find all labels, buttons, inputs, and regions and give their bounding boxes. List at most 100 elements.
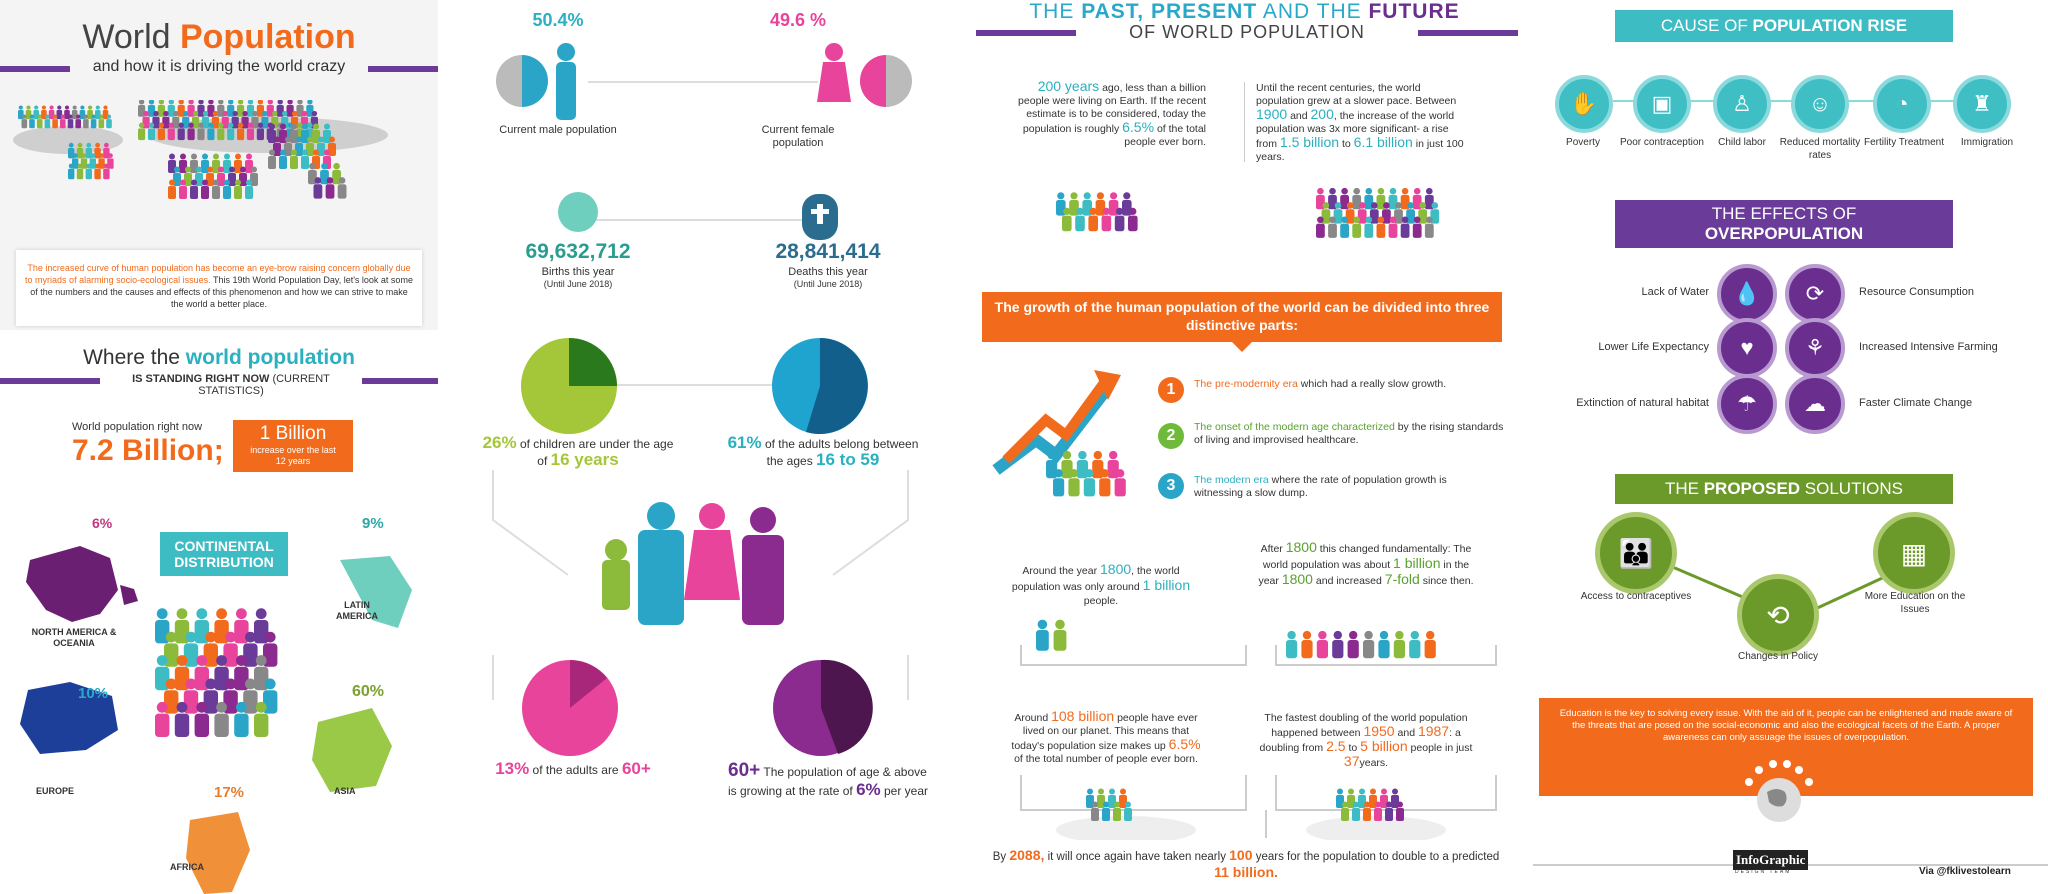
person-figure [306,105,314,117]
person-head [86,142,92,148]
person-figure [190,186,198,199]
person-figure [207,105,215,117]
person-head [1329,187,1336,195]
person-figure [231,116,239,129]
person-figure [75,119,81,129]
person-head [255,608,267,620]
person-figure [174,620,190,644]
person-head [176,701,188,713]
person-figure [1424,640,1436,659]
person-figure [1374,808,1382,821]
person-figure [1088,215,1098,232]
person-figure [1108,795,1116,808]
person-figure [320,170,329,185]
person-figure [25,110,32,120]
person-head [53,114,58,119]
person-head [1102,207,1110,215]
person-head [242,110,248,117]
person-head [302,149,308,156]
person-figure [1352,223,1362,238]
person-figure [1391,795,1399,808]
person-head [1383,202,1390,209]
region-name-africa: AFRICA [170,862,204,872]
person-head [158,100,165,105]
male-pct: 50.4% [532,10,584,30]
person-figure [241,116,249,129]
108-billion-text: Around 108 billion people have ever live… [1011,708,1201,765]
person-figure [177,128,185,141]
person-head [183,110,189,117]
person-figure [90,119,97,129]
where-bar-left [0,378,100,384]
person-figure [182,116,190,129]
person-head [205,631,217,643]
person-figure [89,158,96,169]
person-head [202,179,208,186]
person-head [95,142,100,148]
person-head [138,122,145,128]
person-head [1100,469,1109,478]
person-head [156,608,168,620]
person-figure [317,143,325,156]
person-figure [1388,223,1398,238]
person-figure [254,620,269,644]
person-head [1129,207,1137,215]
person-head [224,179,230,186]
person-figure [1301,640,1313,659]
person-figure [273,143,281,156]
page-subtitle: and how it is driving the world crazy [92,58,346,75]
person-head [1098,788,1104,795]
after-1800-text: After 1800 this changed fundamentally: T… [1258,539,1474,587]
person-figure [212,186,220,199]
person-head [196,701,208,713]
person-figure [183,690,199,714]
person-head [297,100,303,105]
person-head [1377,216,1385,224]
person-figure [183,643,199,667]
person-head [1426,630,1435,640]
person-figure [1424,223,1434,238]
person-head [321,162,328,170]
person-head [1116,469,1125,478]
person-head [198,100,204,105]
person-head [26,105,31,110]
adults-text: 61% of the adults belong between the age… [727,433,919,469]
where-bar-right [362,378,438,384]
asia-shape [312,708,392,792]
person-head [188,122,194,128]
person-figure [1409,640,1421,659]
person-head [246,153,252,160]
person-figure [1099,478,1111,497]
person-head [1426,216,1433,224]
person-figure [157,105,165,117]
immigration-icon: ♜ [1953,75,2011,133]
sixty-text: 13% of the adults are 60+ [495,759,651,778]
person-figure [21,119,28,129]
p3-bar-right [1418,30,1518,36]
region-pct-africa: 17% [214,784,245,801]
person-head [213,179,219,186]
growth-rise-text: Until the recent centuries, the world po… [1256,82,1464,163]
person-head [180,179,186,186]
person-head [68,114,73,119]
person-figure [254,713,269,737]
person-figure [167,128,175,141]
person-head [1353,216,1360,224]
person-figure [279,130,287,143]
part-2-number: 2 [1158,423,1184,449]
person-figure [1364,195,1374,210]
p3-title-line2: OF WORLD POPULATION [1129,22,1365,42]
person-head [196,166,202,173]
person-figure [1316,640,1328,659]
person-head [1054,469,1063,478]
region-name-latam: LATIN AMERICA [336,600,378,621]
person-head [81,153,87,158]
person-figure [1128,215,1138,232]
region-pct-na: 6% [92,515,113,531]
education-text: Education is the key to solving every is… [1559,708,2013,743]
person-figure [155,713,170,737]
person-head [245,631,256,643]
person-head [1037,619,1048,630]
person-head [280,123,286,130]
person-figure [228,173,236,186]
